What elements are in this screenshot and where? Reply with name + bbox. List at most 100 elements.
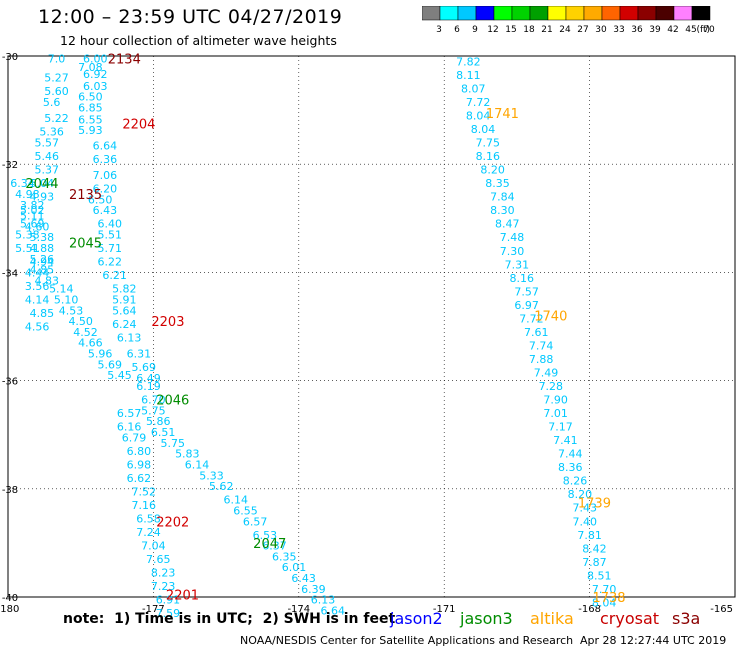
wave-height-value: 7.72 <box>519 312 544 325</box>
wave-height-value: 4.85 <box>30 264 55 277</box>
wave-height-value: 6.37 <box>262 540 287 553</box>
x-tick-label: -180 <box>0 604 19 615</box>
colorbar-label: 21 <box>541 25 552 35</box>
wave-height-value: 5.62 <box>209 480 234 493</box>
pass-time-label: 1741 <box>486 107 519 122</box>
wave-height-value: 5.02 <box>20 204 45 217</box>
wave-height-value: 6.64 <box>93 139 118 152</box>
wave-height-value: 7.87 <box>582 556 607 569</box>
wave-height-value: 6.97 <box>514 299 539 312</box>
wave-height-value: 5.14 <box>49 283 74 296</box>
wave-height-value: 6.51 <box>151 426 176 439</box>
wave-height-value: 6.64 <box>320 605 345 618</box>
wave-height-value: 6.13 <box>311 594 336 607</box>
wave-height-value: 6.53 <box>253 529 278 542</box>
wave-height-value: 5.36 <box>39 126 64 139</box>
wave-height-value: 6.50 <box>88 193 113 206</box>
wave-height-value: 5.26 <box>30 253 55 266</box>
wave-height-value: 5.45 <box>107 369 132 382</box>
pass-time-label: 2135 <box>69 188 102 203</box>
wave-height-value: 6.49 <box>136 372 161 385</box>
wave-height-value: 7.44 <box>558 448 583 461</box>
pass-time-label: 2202 <box>156 515 189 530</box>
wave-height-value: 4.60 <box>25 220 50 233</box>
wave-height-value: 7.81 <box>577 529 602 542</box>
wave-height-value: 4.66 <box>78 337 103 350</box>
wave-height-value: 6.91 <box>156 594 181 607</box>
wave-height-value: 6.00 <box>83 53 108 66</box>
wave-height-value: 5.51 <box>98 229 123 242</box>
wave-height-value: 8.04 <box>592 596 617 609</box>
wave-height-value: 7.04 <box>141 540 166 553</box>
wave-height-value: 6.35 <box>272 550 297 563</box>
wave-height-value: 7.82 <box>456 55 481 68</box>
wave-height-value: 8.23 <box>151 567 176 580</box>
wave-height-value: 7.30 <box>500 245 525 258</box>
pass-time-label: 2044 <box>25 177 58 192</box>
wave-height-value: 7.61 <box>524 326 549 339</box>
y-tick-label: -36 <box>2 377 18 388</box>
colorbar-label: 36 <box>631 25 643 35</box>
wave-height-value: 5.93 <box>78 124 103 137</box>
wave-height-value: 4.94 <box>30 256 55 269</box>
wave-height-value: 6.13 <box>117 331 142 344</box>
wave-height-value: 8.30 <box>490 204 515 217</box>
x-tick-label: -168 <box>578 604 601 615</box>
wave-height-value: 7.84 <box>490 191 515 204</box>
satellite-jason3-label: jason3 <box>460 609 513 628</box>
wave-height-value: 6.80 <box>127 445 152 458</box>
wave-height-value: 8.20 <box>480 164 505 177</box>
wave-height-value: 8.16 <box>476 150 501 163</box>
wave-height-value: 8.04 <box>466 110 491 123</box>
wave-height-value: 5.69 <box>20 218 45 231</box>
wave-height-value: 6.31 <box>127 348 152 361</box>
wave-height-value: 7.88 <box>529 353 554 366</box>
wave-height-value: 8.11 <box>456 69 481 82</box>
wave-height-value: 7.49 <box>534 366 559 379</box>
wave-height-value: 6.43 <box>93 204 118 217</box>
pass-time-label: 2045 <box>69 237 102 252</box>
wave-height-value: 5.27 <box>44 72 69 85</box>
y-tick-label: -38 <box>2 485 18 496</box>
colorbar-label: 42 <box>667 25 678 35</box>
wave-height-value: 4.93 <box>30 191 55 204</box>
wave-height-value: 7.41 <box>553 434 578 447</box>
wave-height-value: 7.23 <box>151 580 176 593</box>
wave-height-value: 8.04 <box>471 123 496 136</box>
wave-height-value: 7.31 <box>505 258 530 271</box>
pass-time-label: 2203 <box>151 315 184 330</box>
colorbar-unit: (ft) <box>696 25 710 35</box>
wave-height-value: 7.40 <box>573 515 598 528</box>
wave-height-value: 5.71 <box>98 242 123 255</box>
wave-height-value: 5.22 <box>44 112 69 125</box>
wave-height-value: 8.16 <box>509 272 534 285</box>
wave-height-value: 8.47 <box>495 218 520 231</box>
colorbar-label: 30 <box>595 25 607 35</box>
wave-height-value: 6.24 <box>112 318 137 331</box>
wave-height-value: 5.38 <box>15 229 40 242</box>
wave-height-value: 7.01 <box>543 407 568 420</box>
credit-text: NOAA/NESDIS Center for Satellite Applica… <box>240 634 574 647</box>
wave-height-value: 4.88 <box>30 242 55 255</box>
wave-height-value: 7.0 <box>48 53 66 66</box>
wave-height-value: 6.22 <box>98 256 123 269</box>
wave-height-value: 7.17 <box>548 421 573 434</box>
wave-height-value: 7.06 <box>93 169 118 182</box>
colorbar-label: 45 <box>685 25 696 35</box>
satellite-jason2-label: jason2 <box>390 609 443 628</box>
wave-height-value: 5.6 <box>43 96 61 109</box>
y-tick-label: -40 <box>2 593 18 604</box>
wave-height-value: 6.20 <box>93 183 118 196</box>
wave-height-value: 4.56 <box>25 321 50 334</box>
x-tick-label: -174 <box>287 604 310 615</box>
wave-height-value: 6.14 <box>224 494 249 507</box>
wave-height-value: 6.92 <box>83 68 108 81</box>
wave-height-value: 4.50 <box>68 315 93 328</box>
wave-height-value: 6.50 <box>78 91 103 104</box>
colorbar-label: 70 <box>703 25 715 35</box>
colorbar-label: 24 <box>559 25 571 35</box>
wave-height-value: 8.26 <box>563 475 588 488</box>
colorbar-label: 6 <box>454 25 460 35</box>
plot-frame <box>7 55 736 598</box>
wave-height-value: 6.57 <box>243 515 268 528</box>
